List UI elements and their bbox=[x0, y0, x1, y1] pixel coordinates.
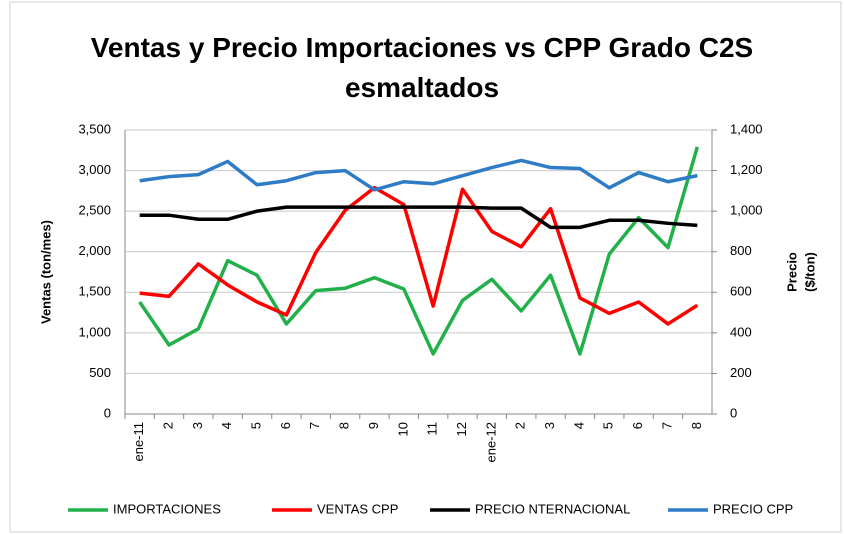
series-line bbox=[139, 158, 698, 192]
y-tick-label: 0 bbox=[104, 405, 111, 420]
y2-tick-label: 1,000 bbox=[730, 203, 763, 218]
x-tick-label: ene-12 bbox=[483, 422, 498, 462]
x-tick-label: 11 bbox=[425, 422, 440, 436]
series-line bbox=[139, 205, 698, 230]
x-tick-label: 3 bbox=[190, 422, 205, 429]
x-tick-label: 6 bbox=[630, 422, 645, 429]
y-tick-label: 2,500 bbox=[78, 203, 111, 218]
x-tick-label: 8 bbox=[337, 422, 352, 429]
y2-tick-label: 0 bbox=[730, 405, 737, 420]
x-tick-label: ene-11 bbox=[131, 422, 146, 462]
x-tick-label: 3 bbox=[542, 422, 557, 429]
y2-tick-label: 600 bbox=[730, 284, 752, 299]
y2-tick-label: 400 bbox=[730, 324, 752, 339]
y2-tick-label: 1,200 bbox=[730, 162, 763, 177]
series-line bbox=[139, 185, 699, 326]
series-line bbox=[138, 146, 700, 356]
chart-frame bbox=[9, 1, 842, 533]
y2-tick-label: 1,400 bbox=[730, 121, 763, 136]
legend-label: PRECIO CPP bbox=[713, 501, 793, 516]
x-tick-label: 2 bbox=[513, 422, 528, 429]
y2-tick-label: 800 bbox=[730, 243, 752, 258]
x-tick-label: 10 bbox=[395, 422, 410, 436]
x-tick-label: 12 bbox=[454, 422, 469, 436]
x-tick-label: 7 bbox=[307, 422, 322, 429]
y-tick-label: 500 bbox=[89, 365, 111, 380]
y-axis-label: Ventas (ton/mes) bbox=[38, 220, 53, 324]
y2-axis-label: Precio bbox=[784, 252, 799, 292]
y-tick-label: 3,000 bbox=[78, 162, 111, 177]
y-tick-label: 2,000 bbox=[78, 243, 111, 258]
x-tick-label: 2 bbox=[160, 422, 175, 429]
y-tick-label: 1,000 bbox=[78, 324, 111, 339]
y2-axis-label: ($/ton) bbox=[802, 252, 817, 292]
legend-label: PRECIO NTERNACIONAL bbox=[475, 501, 630, 516]
legend-label: VENTAS CPP bbox=[317, 501, 398, 516]
x-tick-label: 4 bbox=[219, 422, 234, 429]
chart-title: Ventas y Precio Importaciones vs CPP Gra… bbox=[90, 32, 754, 103]
x-tick-label: 5 bbox=[601, 422, 616, 429]
legend-label: IMPORTACIONES bbox=[113, 501, 221, 516]
x-tick-label: 8 bbox=[689, 422, 704, 429]
x-tick-label: 5 bbox=[249, 422, 264, 429]
x-tick-label: 7 bbox=[659, 422, 674, 429]
y-tick-label: 3,500 bbox=[78, 121, 111, 136]
x-tick-label: 9 bbox=[366, 422, 381, 429]
y-tick-label: 1,500 bbox=[78, 284, 111, 299]
x-tick-label: 4 bbox=[571, 422, 586, 429]
y2-tick-label: 200 bbox=[730, 365, 752, 380]
x-tick-label: 6 bbox=[278, 422, 293, 429]
